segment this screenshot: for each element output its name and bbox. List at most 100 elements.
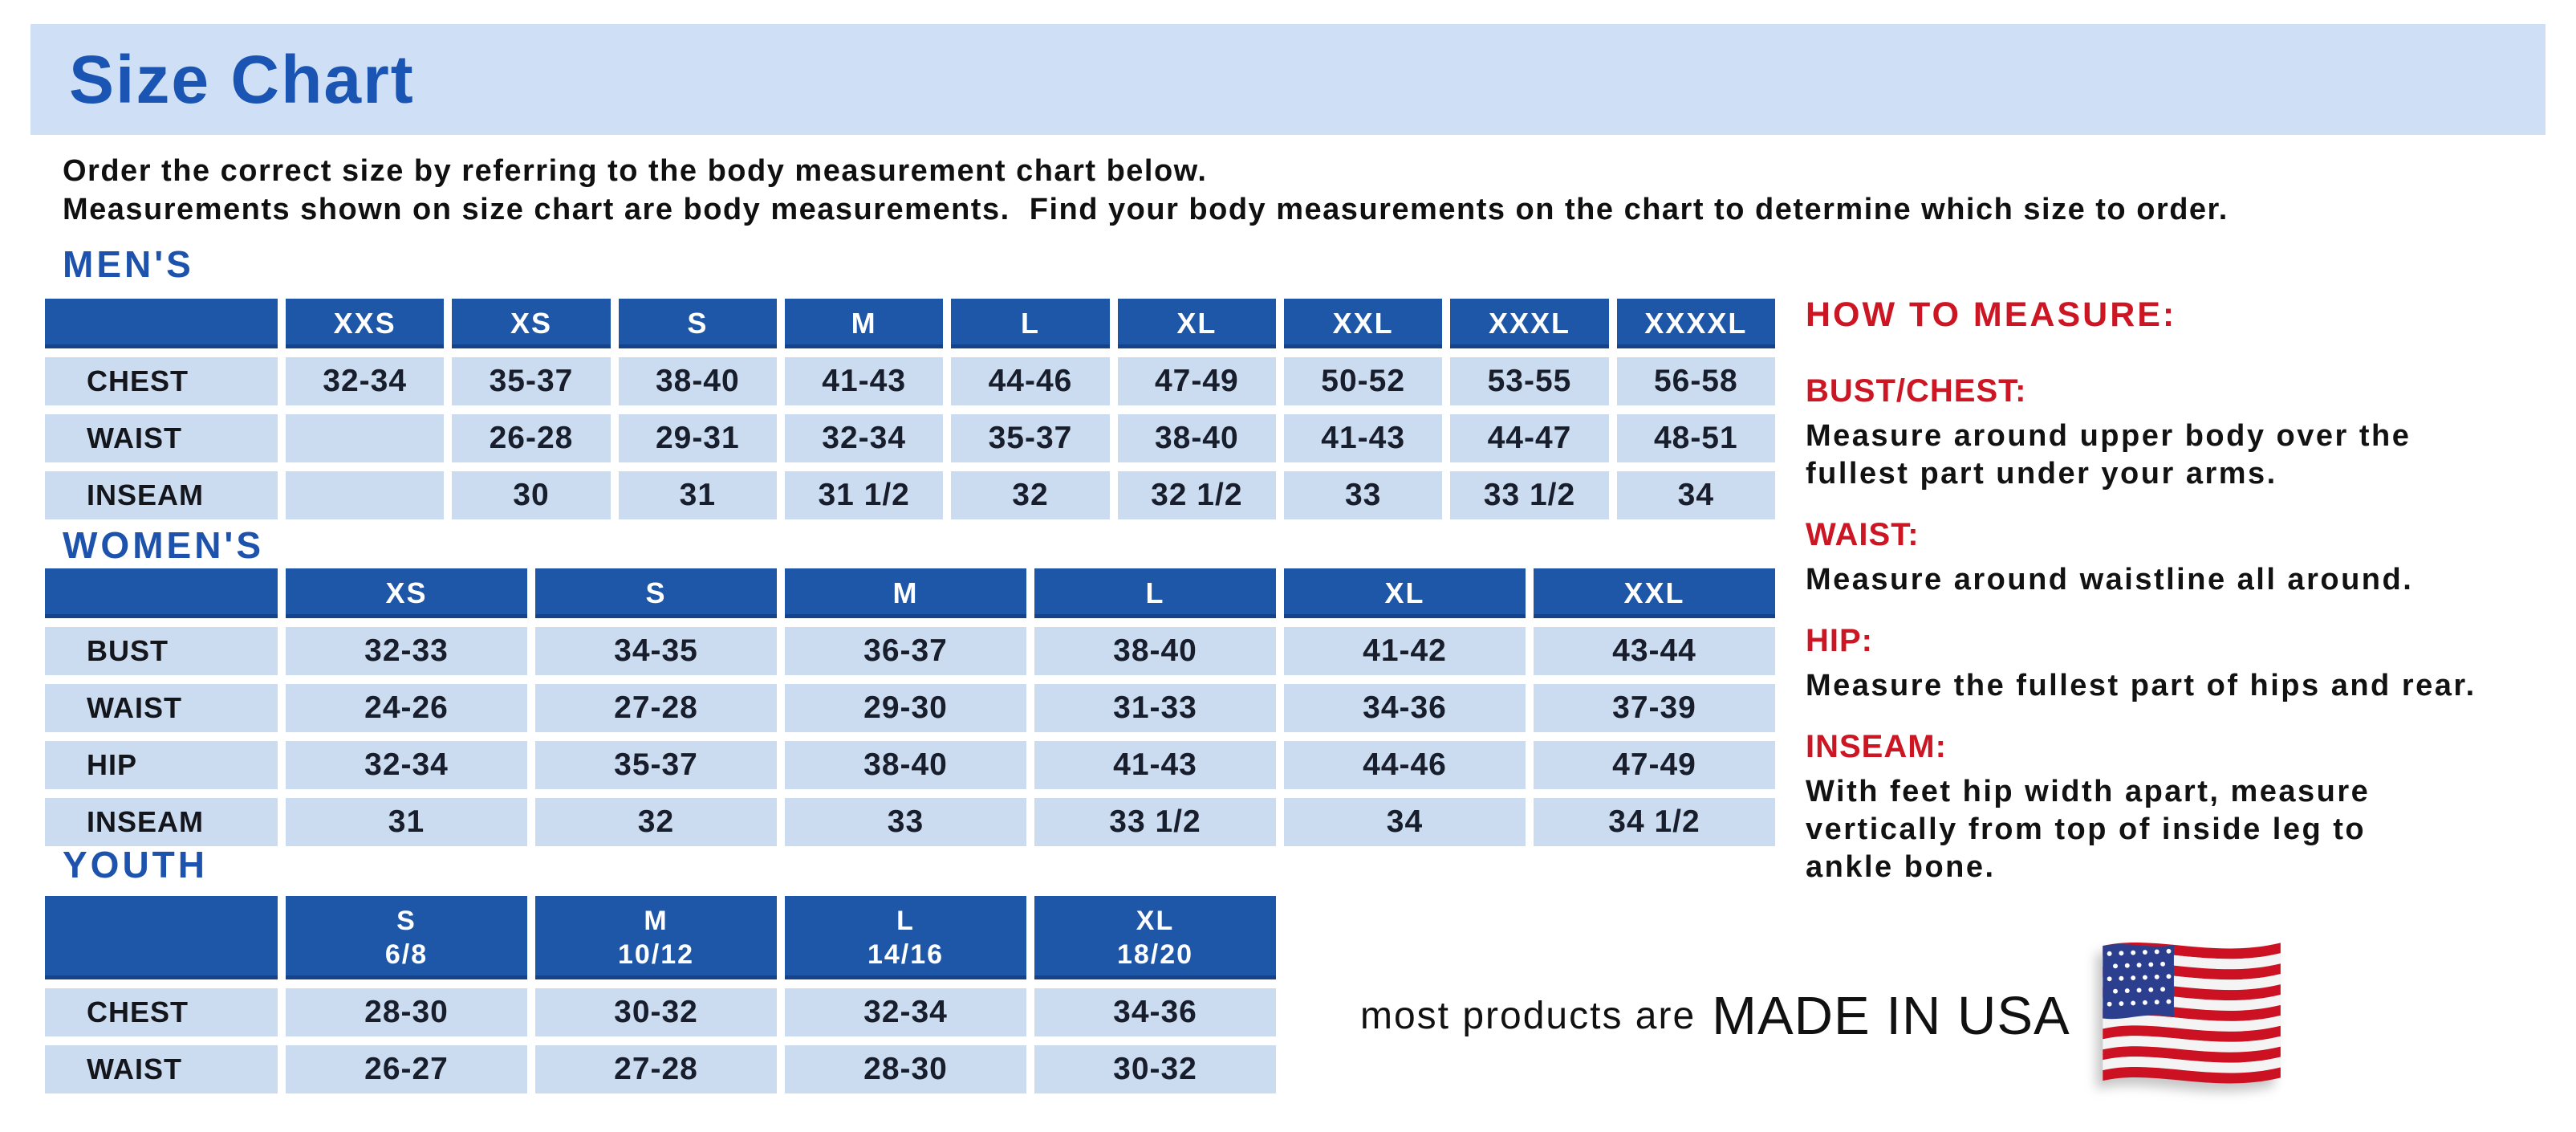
- size-value-cell: [286, 414, 445, 462]
- section-label-youth: YOUTH: [63, 844, 208, 886]
- measure-item-inseam: INSEAM: With feet hip width apart, measu…: [1806, 729, 2512, 886]
- size-value-cell: 38-40: [1117, 414, 1276, 462]
- size-value-cell: 47-49: [1534, 741, 1775, 789]
- made-in-usa-text: MADE IN USA: [1712, 985, 2070, 1046]
- size-value-cell: 35-37: [535, 741, 777, 789]
- size-value-cell: 38-40: [618, 357, 777, 405]
- youth-size-table: S 6/8 M 10/12 L 14/16 XL 18/20 CHEST 28-30 30-32 32…: [45, 896, 1276, 1093]
- column-header-cell: XL: [1117, 299, 1276, 348]
- size-value-cell: 38-40: [1034, 627, 1276, 675]
- size-value-cell: 30-32: [1034, 1045, 1276, 1093]
- size-value-cell: 33: [785, 798, 1026, 846]
- size-value-cell: 44-46: [951, 357, 1110, 405]
- size-value-cell: 34: [1284, 798, 1526, 846]
- row-label-cell: INSEAM: [45, 798, 278, 846]
- column-header-size: M: [644, 906, 668, 936]
- row-label-cell: WAIST: [45, 414, 278, 462]
- size-value-cell: 27-28: [535, 1045, 777, 1093]
- column-header-range: 6/8: [384, 939, 429, 970]
- size-value-cell: 32: [951, 471, 1110, 519]
- size-value-cell: 34: [1616, 471, 1775, 519]
- how-to-measure-title: HOW TO MEASURE:: [1806, 295, 2177, 334]
- section-label-womens: WOMEN'S: [63, 524, 265, 566]
- size-value-cell: 30: [452, 471, 611, 519]
- size-value-cell: 44-46: [1284, 741, 1526, 789]
- measure-item-bust-chest: BUST/CHEST: Measure around upper body ov…: [1806, 373, 2512, 493]
- column-header-cell: L: [1034, 568, 1276, 618]
- womens-size-table: XS S M L XL XXL BUST 32-33 34-35 36-37 38-40 41-42 4…: [45, 568, 1775, 846]
- flag-stars: [2107, 948, 2172, 1007]
- row-label-cell: CHEST: [45, 357, 278, 405]
- size-value-cell: 37-39: [1534, 684, 1775, 732]
- size-value-cell: 34-36: [1284, 684, 1526, 732]
- size-value-cell: 44-47: [1450, 414, 1609, 462]
- intro-line-2: Measurements shown on size chart are bod…: [63, 193, 2229, 226]
- size-value-cell: 41-43: [784, 357, 944, 405]
- column-header-range: 14/16: [867, 939, 945, 970]
- size-value-cell: 34-36: [1034, 988, 1276, 1036]
- column-header-cell: XXS: [286, 299, 445, 348]
- measure-heading-hip: HIP:: [1806, 623, 1873, 658]
- column-header-cell: XL: [1284, 568, 1526, 618]
- size-value-cell: 32-34: [784, 414, 944, 462]
- size-value-cell: 43-44: [1534, 627, 1775, 675]
- column-header-cell: L 14/16: [785, 896, 1026, 979]
- measure-text-bust-chest: Measure around upper body over the fulle…: [1806, 419, 2411, 491]
- size-value-cell: 56-58: [1616, 357, 1775, 405]
- flag-canton: [2103, 943, 2174, 1019]
- size-value-cell: 32-34: [286, 741, 527, 789]
- measure-item-hip: HIP: Measure the fullest part of hips an…: [1806, 623, 2512, 705]
- size-value-cell: 31-33: [1034, 684, 1276, 732]
- size-value-cell: 29-30: [785, 684, 1026, 732]
- made-in-usa-prefix: most products are: [1360, 994, 1696, 1037]
- size-value-cell: 47-49: [1117, 357, 1276, 405]
- size-value-cell: 36-37: [785, 627, 1026, 675]
- row-label-cell: CHEST: [45, 988, 278, 1036]
- column-header-cell: S 6/8: [286, 896, 527, 979]
- page-title: Size Chart: [69, 41, 415, 117]
- title-band: Size Chart: [30, 24, 2546, 135]
- intro-line-1: Order the correct size by referring to t…: [63, 154, 1208, 188]
- measure-text-hip: Measure the fullest part of hips and rea…: [1806, 669, 2476, 702]
- column-header-range: 18/20: [1116, 939, 1194, 970]
- mens-size-table: XXS XS S M L XL XXL XXXL XXXXL CHEST 32-34 35-37 38-…: [45, 299, 1775, 519]
- size-value-cell: 41-42: [1284, 627, 1526, 675]
- size-value-cell: 31: [286, 798, 527, 846]
- column-header-cell: L: [951, 299, 1110, 348]
- size-value-cell: 50-52: [1283, 357, 1443, 405]
- size-value-cell: 34-35: [535, 627, 777, 675]
- column-header-cell: XS: [286, 568, 527, 618]
- size-value-cell: 27-28: [535, 684, 777, 732]
- size-value-cell: 29-31: [618, 414, 777, 462]
- size-value-cell: [286, 471, 445, 519]
- column-header-range: 10/12: [617, 939, 695, 970]
- size-value-cell: 48-51: [1616, 414, 1775, 462]
- column-header-cell: XXXL: [1450, 299, 1609, 348]
- us-flag-icon: [2099, 937, 2285, 1095]
- size-value-cell: 24-26: [286, 684, 527, 732]
- column-header-cell: XXXXL: [1616, 299, 1775, 348]
- made-in-usa-note: most products are MADE IN USA: [1360, 931, 2285, 1100]
- measure-heading-bust-chest: BUST/CHEST:: [1806, 373, 2027, 409]
- table-corner-cell: [45, 299, 278, 348]
- size-value-cell: 32-33: [286, 627, 527, 675]
- size-value-cell: 35-37: [452, 357, 611, 405]
- size-value-cell: 32: [535, 798, 777, 846]
- row-label-cell: WAIST: [45, 684, 278, 732]
- size-value-cell: 32-34: [785, 988, 1026, 1036]
- column-header-cell: M: [785, 568, 1026, 618]
- section-label-mens: MEN'S: [63, 243, 194, 285]
- size-value-cell: 30-32: [535, 988, 777, 1036]
- column-header-cell: S: [535, 568, 777, 618]
- table-corner-cell: [45, 568, 278, 618]
- size-value-cell: 35-37: [951, 414, 1110, 462]
- row-label-cell: BUST: [45, 627, 278, 675]
- measure-text-inseam: With feet hip width apart, measure verti…: [1806, 775, 2371, 884]
- column-header-cell: XS: [452, 299, 611, 348]
- size-value-cell: 28-30: [286, 988, 527, 1036]
- size-value-cell: 26-27: [286, 1045, 527, 1093]
- column-header-size: XL: [1136, 906, 1175, 936]
- size-value-cell: 33 1/2: [1450, 471, 1609, 519]
- column-header-cell: XXL: [1534, 568, 1775, 618]
- size-value-cell: 28-30: [785, 1045, 1026, 1093]
